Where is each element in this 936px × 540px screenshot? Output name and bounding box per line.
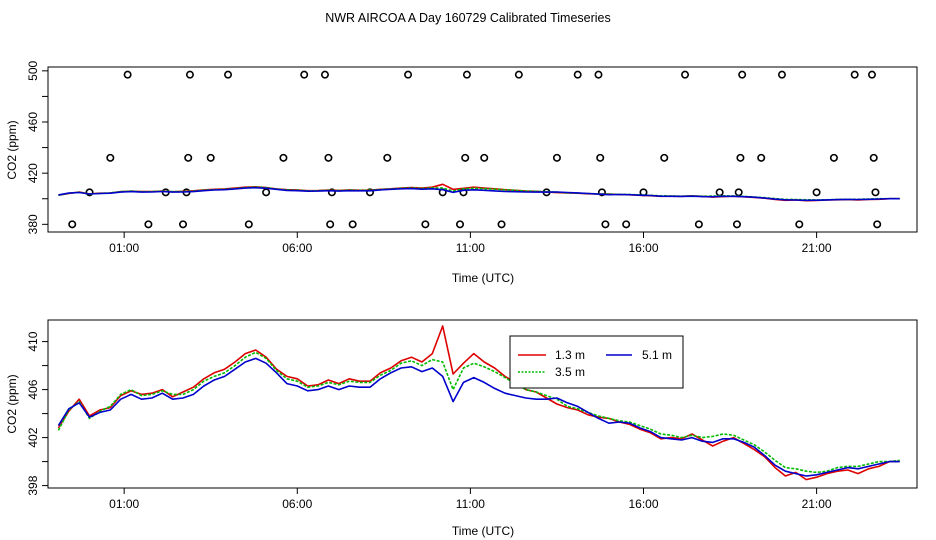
top-y-tick-label: 460 (26, 112, 40, 132)
reference-point (552, 153, 561, 162)
reference-point (812, 188, 821, 197)
legend-box (509, 335, 684, 389)
chart-title: NWR AIRCOA A Day 160729 Calibrated Times… (325, 11, 611, 25)
top-y-tick-label: 420 (26, 163, 40, 183)
reference-point (326, 220, 335, 229)
reference-point (480, 153, 489, 162)
reference-point (404, 70, 413, 79)
reference-point (85, 188, 94, 197)
reference-point (106, 153, 115, 162)
bot-x-tick-label: 01:00 (109, 497, 139, 511)
reference-point (829, 153, 838, 162)
legend: 1.3 m 5.1 m 3.5 m (509, 335, 684, 389)
bottom-x-axis-label: Time (UTC) (452, 524, 514, 538)
legend-label-1-3m: 1.3 m (555, 348, 585, 362)
reference-point (594, 70, 603, 79)
top-y-tick-label: 380 (26, 214, 40, 234)
reference-point (738, 70, 747, 79)
reference-point (455, 220, 464, 229)
reference-point (320, 70, 329, 79)
reference-point (573, 70, 582, 79)
top-y-tick-label: 500 (26, 61, 40, 81)
reference-point (324, 153, 333, 162)
reference-point (497, 220, 506, 229)
reference-point (300, 70, 309, 79)
top-x-tick-label: 16:00 (628, 241, 658, 255)
reference-point (795, 220, 804, 229)
bot-series-5-1-m (57, 357, 900, 477)
bot-y-tick-label: 402 (26, 427, 40, 447)
reference-point (244, 220, 253, 229)
reference-point (694, 220, 703, 229)
reference-point (421, 220, 430, 229)
reference-point (514, 70, 523, 79)
reference-point (461, 153, 470, 162)
top-plot-frame (47, 66, 918, 233)
bot-x-tick-label: 16:00 (628, 497, 658, 511)
top-y-axis-label: CO2 (ppm) (5, 120, 19, 179)
bot-x-tick-label: 11:00 (456, 497, 485, 511)
reference-point (144, 220, 153, 229)
reference-point (596, 153, 605, 162)
bottom-y-axis-label: CO2 (ppm) (5, 374, 19, 433)
reference-point (462, 70, 471, 79)
reference-point (224, 70, 233, 79)
reference-point (279, 153, 288, 162)
reference-point (777, 70, 786, 79)
top-x-tick-label: 11:00 (456, 241, 485, 255)
top-series-5-1-m (58, 186, 900, 202)
reference-point (185, 70, 194, 79)
reference-point (757, 153, 766, 162)
reference-point (365, 188, 374, 197)
top-x-tick-label: 06:00 (282, 241, 312, 255)
reference-point (715, 188, 724, 197)
top-x-tick-label: 21:00 (802, 241, 832, 255)
top-panel: 01:00 06:00 11:00 16:00 21:00 380 420 460 500 T… (5, 61, 918, 285)
top-x-axis-label: Time (UTC) (452, 271, 514, 285)
reference-point (660, 153, 669, 162)
reference-point (383, 153, 392, 162)
reference-point (873, 220, 882, 229)
top-x-tick-label: 01:00 (109, 241, 139, 255)
bot-y-tick-label: 406 (26, 379, 40, 399)
reference-point (123, 70, 132, 79)
reference-point (622, 220, 631, 229)
bot-x-tick-label: 21:00 (802, 497, 832, 511)
reference-point (732, 220, 741, 229)
bot-x-tick-label: 06:00 (282, 497, 312, 511)
bot-y-tick-label: 398 (26, 475, 40, 495)
legend-label-5-1m: 5.1 m (642, 348, 672, 362)
reference-point (850, 70, 859, 79)
reference-point (206, 153, 215, 162)
reference-point (179, 220, 188, 229)
reference-point (327, 188, 336, 197)
reference-point (262, 188, 271, 197)
reference-point (348, 220, 357, 229)
bottom-panel: 01:00 06:00 11:00 16:00 21:00 398 402 406 410 T… (5, 319, 918, 538)
bottom-plot-frame (47, 319, 918, 489)
reference-point (869, 153, 878, 162)
reference-point (734, 188, 743, 197)
reference-point (681, 70, 690, 79)
legend-label-3-5m: 3.5 m (555, 365, 585, 379)
reference-points (68, 70, 882, 229)
reference-point (597, 188, 606, 197)
reference-point (867, 70, 876, 79)
reference-point (68, 220, 77, 229)
bot-series-1-3-m (57, 325, 900, 481)
reference-point (184, 153, 193, 162)
reference-point (601, 220, 610, 229)
reference-point (736, 153, 745, 162)
bot-series-3-5-m (57, 351, 900, 474)
reference-point (871, 188, 880, 197)
bot-y-tick-label: 410 (26, 331, 40, 351)
